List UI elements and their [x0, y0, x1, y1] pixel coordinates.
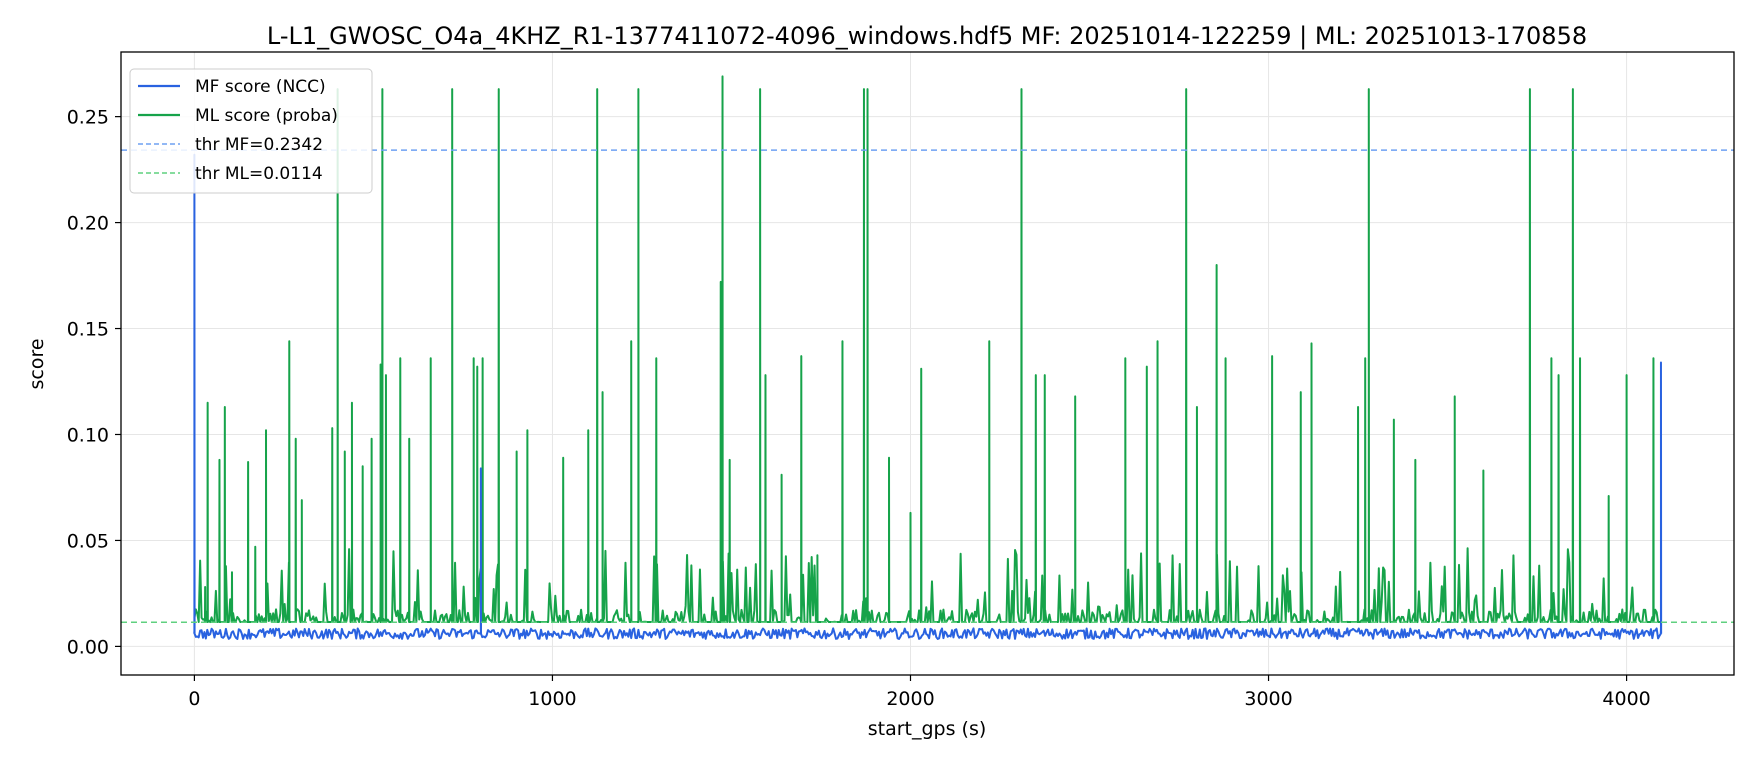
x-tick-label: 2000 [886, 688, 934, 710]
x-tick-label: 0 [188, 688, 200, 710]
grid [121, 52, 1734, 675]
y-tick-label: 0.10 [67, 424, 109, 446]
legend-label: MF score (NCC) [195, 77, 326, 97]
legend-box [129, 68, 373, 194]
y-tick-label: 0.00 [67, 636, 109, 658]
y-tick-label: 0.20 [67, 213, 109, 235]
legend: MF score (NCC) ML score (proba) thr MF=0.2… [129, 68, 373, 194]
y-tick-label: 0.05 [67, 530, 109, 552]
mf-score-line [193, 153, 1663, 640]
chart-title: L-L1_GWOSC_O4a_4KHZ_R1-1377411072-4096_w… [267, 22, 1587, 50]
axis-ticks: 0 1000 2000 3000 4000 0.00 0.05 0.10 0.15 0.20 0.2… [67, 107, 1651, 710]
y-tick-label: 0.25 [67, 107, 109, 129]
x-axis-label: start_gps (s) [868, 718, 987, 740]
threshold-layer [121, 149, 1734, 623]
legend-label: ML score (proba) [195, 106, 338, 126]
y-tick-label: 0.15 [67, 319, 109, 341]
legend-label: thr ML=0.0114 [195, 164, 323, 184]
x-tick-label: 3000 [1244, 688, 1292, 710]
x-tick-label: 4000 [1602, 688, 1650, 710]
y-axis-label: score [26, 338, 48, 389]
legend-label: thr MF=0.2342 [195, 135, 323, 155]
plot-frame [120, 51, 1735, 676]
x-tick-label: 1000 [528, 688, 576, 710]
